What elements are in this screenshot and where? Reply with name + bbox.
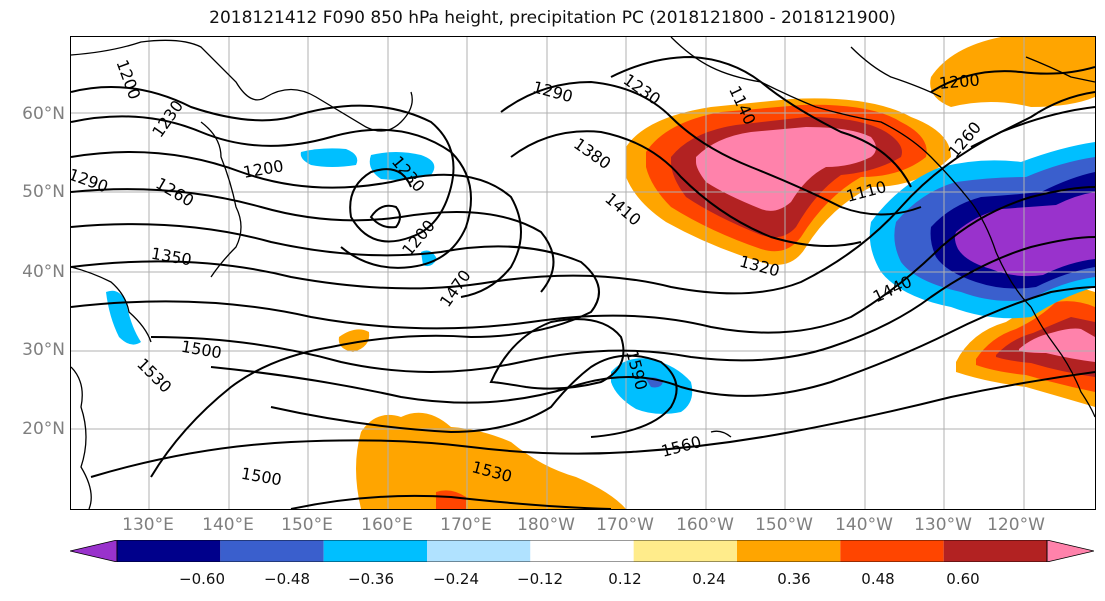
- lat-label-50n: 50°N: [22, 182, 65, 202]
- colorbar-cell: [323, 540, 427, 562]
- colorbar-cell: [840, 540, 944, 562]
- colorbar-cells: [70, 540, 1094, 562]
- colorbar-frame: [116, 540, 1048, 562]
- coastlines: [71, 37, 1095, 509]
- lon-label-170e: 170°E: [440, 515, 492, 535]
- colorbar-arrow-high: [1046, 540, 1094, 562]
- precip-positive-tropical: [356, 412, 626, 509]
- lat-label-30n: 30°N: [22, 340, 65, 360]
- precip-positive-west-coast-max: [1019, 328, 1095, 362]
- lon-label-160e: 160°E: [361, 515, 413, 535]
- lon-label-130e: 130°E: [122, 515, 174, 535]
- colorbar-tick-label: −0.24: [433, 570, 479, 588]
- map-title: 2018121412 F090 850 hPa height, precipit…: [209, 8, 896, 28]
- colorbar-tick-label: 0.12: [608, 570, 642, 588]
- contour-label: 1200: [938, 70, 980, 92]
- colorbar-tick-label: 0.24: [692, 570, 726, 588]
- colorbar-cell: [633, 540, 737, 562]
- map-canvas: 1200 1230 1290 1260 1350 1500 1530 1200 …: [71, 37, 1095, 509]
- lat-label-20n: 20°N: [22, 419, 65, 439]
- graticule: [71, 37, 1095, 509]
- contour-label: 1290: [531, 77, 575, 106]
- lon-label-140e: 140°E: [202, 515, 254, 535]
- map-panel: 1200 1230 1290 1260 1350 1500 1530 1200 …: [70, 36, 1096, 510]
- precip-shading: [106, 37, 1095, 509]
- lon-label-170w: 170°W: [596, 515, 654, 535]
- lon-label-180w: 180°W: [517, 515, 575, 535]
- colorbar-cell: [117, 540, 221, 562]
- precip-positive-tropical-spot: [436, 490, 466, 509]
- precip-negative-okhotsk: [300, 148, 358, 167]
- colorbar-arrow-low: [70, 540, 118, 562]
- colorbar-tick-label: −0.60: [179, 570, 225, 588]
- colorbar-tick-label: −0.36: [348, 570, 394, 588]
- contour-label: 1260: [944, 118, 985, 161]
- colorbar-cell: [737, 540, 841, 562]
- contour-label: 1380: [570, 134, 614, 173]
- contour-label: 1350: [150, 244, 193, 270]
- contour-label: 1200: [113, 57, 145, 102]
- lat-label-60n: 60°N: [22, 104, 65, 124]
- lon-label-150e: 150°E: [281, 515, 333, 535]
- precip-positive-gulf-alaska-max: [696, 127, 876, 211]
- contour-label: 1500: [240, 464, 283, 490]
- lat-label-40n: 40°N: [22, 262, 65, 282]
- precip-negative-japan: [106, 290, 141, 345]
- contour-label: 1530: [133, 354, 175, 396]
- colorbar: [70, 540, 1094, 562]
- contour-label: 1260: [152, 174, 197, 211]
- colorbar-tick-label: 0.36: [777, 570, 811, 588]
- colorbar-cell: [943, 540, 1047, 562]
- contour-label: 1200: [242, 156, 285, 182]
- height-contours: [71, 55, 1095, 509]
- contour-label: 1560: [659, 432, 703, 461]
- lon-label-130w: 130°W: [914, 515, 972, 535]
- colorbar-tick-label: −0.12: [517, 570, 563, 588]
- lon-label-150w: 150°W: [755, 515, 813, 535]
- colorbar-cell: [530, 540, 634, 562]
- colorbar-tick-label: 0.48: [861, 570, 895, 588]
- lon-label-140w: 140°W: [835, 515, 893, 535]
- lon-label-120w: 120°W: [987, 515, 1045, 535]
- colorbar-tick-label: −0.48: [264, 570, 310, 588]
- colorbar-cell: [220, 540, 324, 562]
- precip-positive-small-160e: [338, 329, 370, 352]
- colorbar-tick-label: 0.60: [946, 570, 980, 588]
- lon-label-160w: 160°W: [676, 515, 734, 535]
- colorbar-cell: [427, 540, 531, 562]
- precip-negative-kamchatka: [369, 152, 435, 180]
